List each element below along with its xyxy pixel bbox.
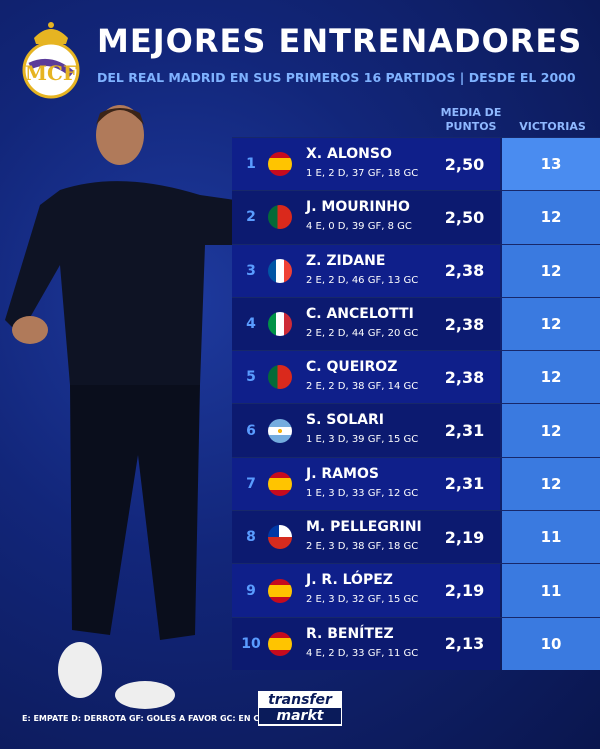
column-header-avg: MEDIA DE PUNTOS — [436, 106, 506, 134]
rank: 6 — [246, 422, 256, 439]
rank: 3 — [246, 262, 256, 279]
table-row: 1 X. ALONSO 1 E, 2 D, 37 GF, 18 GC 2,50 … — [232, 137, 600, 191]
coach-stats: 1 E, 2 D, 37 GF, 18 GC — [306, 168, 419, 179]
rank: 5 — [246, 369, 256, 386]
flag-icon — [268, 418, 292, 443]
flag-icon — [268, 631, 292, 656]
coach-name: X. ALONSO — [306, 146, 392, 162]
transfermarkt-logo: transfer markt — [258, 691, 342, 726]
wins-cell-background — [502, 617, 600, 670]
avg-points: 2,38 — [444, 367, 485, 387]
wins-cell-background — [502, 138, 600, 191]
svg-text:MCF: MCF — [25, 61, 77, 85]
wins-cell-background — [502, 511, 600, 564]
table-row: 3 Z. ZIDANE 2 E, 2 D, 46 GF, 13 GC 2,38 … — [232, 243, 600, 297]
wins: 11 — [540, 528, 562, 547]
flag-icon — [268, 578, 292, 603]
coach-name: M. PELLEGRINI — [306, 519, 422, 536]
rank: 1 — [246, 156, 256, 173]
wins: 12 — [540, 421, 562, 440]
coach-stats: 4 E, 0 D, 39 GF, 8 GC — [306, 221, 412, 233]
column-header-wins: VICTORIAS — [519, 120, 586, 133]
wins: 12 — [540, 368, 562, 387]
logo-line1: transfer — [259, 692, 341, 708]
coach-name: J. R. LÓPEZ — [306, 572, 393, 589]
avg-points: 2,13 — [444, 634, 485, 654]
page-title: MEJORES ENTRENADORES — [97, 22, 583, 60]
table-row: 8 M. PELLEGRINI 2 E, 3 D, 38 GF, 18 GC 2… — [232, 510, 600, 564]
rank: 2 — [246, 209, 256, 226]
avg-points: 2,31 — [444, 474, 485, 494]
avg-points: 2,50 — [444, 154, 485, 174]
coach-name: Z. ZIDANE — [306, 252, 386, 269]
avg-points: 2,19 — [444, 527, 485, 547]
avg-points: 2,31 — [444, 421, 485, 441]
wins: 11 — [540, 581, 562, 600]
wins: 12 — [540, 208, 562, 227]
rank: 4 — [246, 316, 256, 333]
coach-stats: 2 E, 2 D, 46 GF, 13 GC — [306, 274, 419, 286]
wins-cell-background — [502, 191, 600, 244]
coach-photo — [5, 105, 235, 709]
coach-stats: 2 E, 2 D, 44 GF, 20 GC — [306, 327, 419, 339]
flag-icon — [268, 471, 292, 496]
table-row: 10 R. BENÍTEZ 4 E, 2 D, 33 GF, 11 GC 2,1… — [232, 616, 600, 670]
wins-cell-background — [502, 457, 600, 511]
coach-stats: 1 E, 3 D, 33 GF, 12 GC — [306, 487, 419, 499]
flag-icon — [268, 205, 292, 230]
wins: 12 — [540, 315, 562, 334]
coach-name: J. MOURINHO — [306, 199, 410, 216]
logo-line2: markt — [259, 708, 341, 724]
coach-name: C. ANCELOTTI — [306, 305, 414, 322]
coach-stats: 2 E, 3 D, 32 GF, 15 GC — [306, 594, 419, 606]
table-row: 5 C. QUEIROZ 2 E, 2 D, 38 GF, 14 GC 2,38… — [232, 350, 600, 404]
table-row: 7 J. RAMOS 1 E, 3 D, 33 GF, 12 GC 2,31 1… — [232, 456, 600, 511]
rank: 7 — [246, 475, 256, 492]
wins-cell-background — [502, 404, 600, 457]
flag-icon — [268, 258, 292, 283]
wins: 13 — [540, 155, 562, 174]
wins-cell-background — [502, 297, 600, 351]
flag-icon — [268, 365, 292, 390]
avg-points: 2,38 — [444, 261, 485, 281]
avg-header-line1: MEDIA DE — [440, 106, 502, 119]
flag-icon — [268, 152, 292, 177]
coach-name: J. RAMOS — [306, 465, 379, 482]
flag-icon — [268, 525, 292, 550]
avg-points: 2,50 — [444, 207, 485, 227]
rank: 10 — [241, 635, 261, 652]
coach-stats: 2 E, 2 D, 38 GF, 14 GC — [306, 381, 419, 393]
real-madrid-crest-icon: MCF — [22, 22, 80, 99]
coach-name: C. QUEIROZ — [306, 359, 398, 376]
wins: 12 — [540, 261, 562, 280]
avg-points: 2,19 — [444, 581, 485, 601]
rank: 8 — [246, 529, 256, 546]
coach-name: S. SOLARI — [306, 412, 385, 429]
coach-stats: 4 E, 2 D, 33 GF, 11 GC — [306, 647, 419, 659]
coaches-table: 1 X. ALONSO 1 E, 2 D, 37 GF, 18 GC 2,50 … — [232, 137, 600, 670]
table-row: 4 C. ANCELOTTI 2 E, 2 D, 44 GF, 20 GC 2,… — [232, 296, 600, 351]
wins-cell-background — [502, 351, 600, 404]
wins-cell-background — [502, 244, 600, 297]
coach-stats: 2 E, 3 D, 38 GF, 18 GC — [306, 541, 419, 553]
coach-name: R. BENÍTEZ — [306, 625, 394, 642]
avg-points: 2,38 — [444, 314, 485, 334]
page-subtitle: DEL REAL MADRID EN SUS PRIMEROS 16 PARTI… — [97, 70, 576, 85]
wins-cell-background — [502, 564, 600, 617]
wins: 10 — [540, 634, 562, 653]
footer-legend: E: EMPATE D: DERROTA GF: GOLES A FAVOR G… — [22, 714, 291, 723]
table-row: 2 J. MOURINHO 4 E, 0 D, 39 GF, 8 GC 2,50… — [232, 190, 600, 244]
coach-stats: 1 E, 3 D, 39 GF, 15 GC — [306, 434, 419, 446]
avg-header-line2: PUNTOS — [445, 120, 497, 133]
rank: 9 — [246, 582, 256, 599]
wins: 12 — [540, 474, 562, 493]
table-row: 6 S. SOLARI 1 E, 3 D, 39 GF, 15 GC 2,31 … — [232, 403, 600, 457]
table-row: 9 J. R. LÓPEZ 2 E, 3 D, 32 GF, 15 GC 2,1… — [232, 563, 600, 617]
flag-icon — [268, 312, 292, 337]
